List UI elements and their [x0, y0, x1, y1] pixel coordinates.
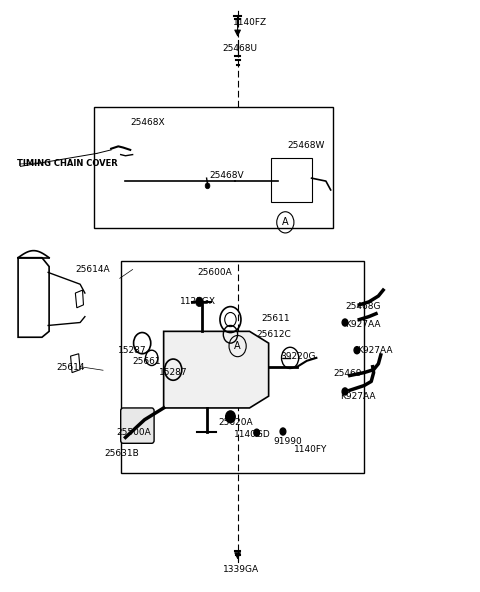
Text: K927AA: K927AA	[340, 392, 376, 401]
Circle shape	[354, 347, 360, 354]
Text: 25620A: 25620A	[218, 418, 253, 427]
Text: 15287: 15287	[118, 346, 147, 355]
Text: 25611: 25611	[262, 314, 290, 323]
Text: 25500A: 25500A	[116, 428, 151, 437]
Text: 91990: 91990	[274, 437, 302, 446]
Text: 25468U: 25468U	[223, 44, 257, 53]
Text: 1339GA: 1339GA	[223, 565, 259, 574]
Polygon shape	[164, 332, 269, 408]
Polygon shape	[18, 258, 49, 337]
Text: TIMING CHAIN COVER: TIMING CHAIN COVER	[17, 159, 118, 168]
Circle shape	[342, 388, 348, 395]
Text: 25468X: 25468X	[130, 118, 165, 127]
Text: 25468W: 25468W	[288, 141, 325, 150]
Text: K927AA: K927AA	[357, 346, 393, 355]
Text: 39220G: 39220G	[281, 352, 316, 361]
Text: A: A	[234, 341, 241, 351]
Text: 25469: 25469	[333, 369, 361, 378]
Circle shape	[226, 411, 235, 423]
Text: A: A	[282, 217, 288, 227]
Text: 25661: 25661	[132, 358, 161, 366]
Text: 25612C: 25612C	[257, 330, 291, 339]
Text: 1140FZ: 1140FZ	[232, 18, 266, 27]
Text: 25614: 25614	[56, 363, 85, 372]
Text: 1140FY: 1140FY	[294, 445, 328, 453]
FancyBboxPatch shape	[271, 157, 312, 202]
Text: 25614A: 25614A	[75, 265, 110, 274]
Text: K927AA: K927AA	[345, 320, 381, 329]
Polygon shape	[75, 290, 84, 308]
FancyBboxPatch shape	[120, 408, 154, 443]
Circle shape	[205, 183, 210, 189]
Text: 1123GX: 1123GX	[180, 297, 216, 307]
Text: 25631B: 25631B	[104, 449, 139, 458]
Text: 25468V: 25468V	[209, 170, 244, 180]
Circle shape	[196, 297, 203, 307]
Polygon shape	[71, 354, 80, 372]
Circle shape	[342, 319, 348, 326]
Text: 25600A: 25600A	[197, 268, 232, 277]
Text: 1140GD: 1140GD	[234, 430, 271, 439]
Text: 25468G: 25468G	[345, 302, 381, 311]
Circle shape	[280, 428, 286, 435]
Text: 15287: 15287	[159, 368, 188, 377]
Circle shape	[254, 429, 260, 436]
